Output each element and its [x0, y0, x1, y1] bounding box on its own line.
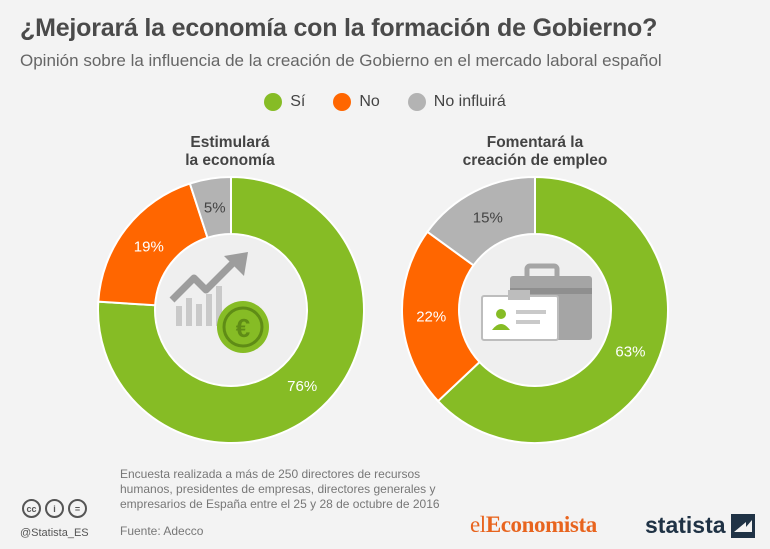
- statista-logo: statista: [645, 512, 755, 539]
- page-subtitle: Opinión sobre la influencia de la creaci…: [20, 51, 662, 70]
- donut-slice-no-influirá: [188, 175, 232, 239]
- eleconomista-logo: elEconomista: [470, 512, 597, 537]
- donut-data-label: 63%: [615, 343, 645, 360]
- chart-2-title-line-2: creación de empleo: [462, 152, 608, 169]
- donut-data-label: 22%: [416, 309, 446, 326]
- legend-label-no-influira: No influirá: [433, 93, 506, 110]
- legend-swatch-si: [264, 93, 283, 111]
- donut-data-label: 5%: [204, 199, 226, 216]
- legend-label-si: Sí: [290, 93, 306, 110]
- legend-item-no-influira: No influirá: [407, 93, 506, 111]
- chart-1-title-line-1: Estimulará: [190, 134, 270, 151]
- source: Fuente: Adecco: [120, 524, 204, 538]
- legend-swatch-no-influira: [407, 93, 426, 111]
- donut-chart-empleo: 63% 22% 15%: [401, 175, 669, 444]
- legend: Sí No No influirá: [0, 93, 770, 111]
- donut-slice-no-influirá: [426, 175, 536, 267]
- briefcase-badge-icon: [481, 263, 592, 341]
- no-derivatives-icon: =: [68, 499, 87, 518]
- donut-slice-sí: [97, 175, 365, 444]
- donut-data-label: 19%: [134, 238, 164, 255]
- social-handle: @Statista_ES: [20, 527, 89, 539]
- page-title: ¿Mejorará la economía con la formación d…: [20, 14, 658, 42]
- legend-item-no: No: [333, 93, 380, 111]
- donut-slice-no: [401, 230, 482, 403]
- donut-data-label: 76%: [287, 378, 317, 395]
- creative-commons-icon: cc: [22, 499, 41, 518]
- chart-1-title: Estimulará la economía: [130, 134, 330, 170]
- chart-2-title-line-1: Fomentará la: [486, 134, 584, 151]
- chart-1-title-line-2: la economía: [185, 152, 275, 169]
- legend-item-si: Sí: [264, 93, 305, 111]
- svg-text:€: €: [236, 313, 250, 343]
- legend-label-no: No: [359, 93, 380, 110]
- legend-swatch-no: [333, 93, 352, 111]
- chart-2-title: Fomentará la creación de empleo: [430, 134, 640, 170]
- attribution-icon: i: [45, 499, 64, 518]
- donut-slice-sí: [436, 175, 669, 444]
- license-icons: cc i =: [22, 499, 87, 518]
- footnote: Encuesta realizada a más de 250 director…: [120, 467, 440, 511]
- statista-mark-icon: [730, 513, 755, 538]
- donut-data-label: 15%: [473, 209, 503, 226]
- chart-euro-icon: €: [169, 252, 269, 353]
